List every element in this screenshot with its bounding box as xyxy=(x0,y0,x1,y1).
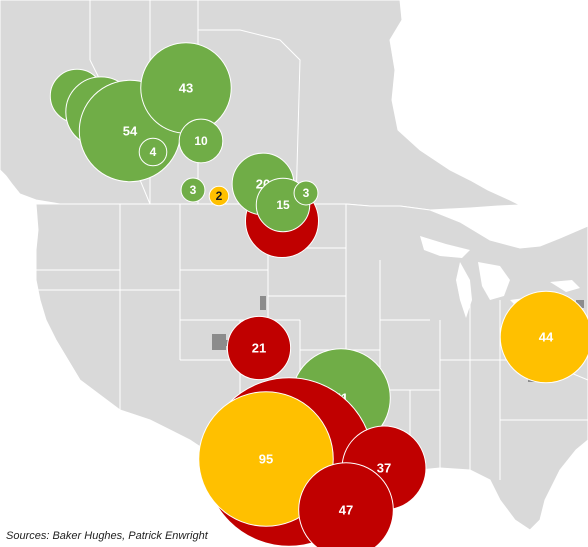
bubble-label-37: 37 xyxy=(377,461,391,476)
bubble-label-2: 2 xyxy=(216,189,223,203)
bubble-label-3: 3 xyxy=(303,186,310,200)
bubble-label-4: 4 xyxy=(150,145,157,159)
bubble-label-21: 21 xyxy=(252,341,266,356)
bubble-label-15: 15 xyxy=(276,198,290,212)
bubble-3 xyxy=(293,180,319,206)
bubble-2 xyxy=(208,185,230,207)
rig-count-bubbles: 152654443103228201532144511499513747 xyxy=(49,42,588,547)
bubble-10 xyxy=(178,118,224,164)
bubble-label-47: 47 xyxy=(339,503,353,518)
canada-interior-water xyxy=(400,0,588,80)
great-lakes xyxy=(420,236,580,318)
bubble-3 xyxy=(180,177,206,203)
bubble-label-44: 44 xyxy=(539,330,554,345)
source-note: Sources: Baker Hughes, Patrick Enwright xyxy=(4,530,212,542)
bubble-44 xyxy=(499,290,588,384)
bubble-47 xyxy=(298,462,394,547)
bubble-4 xyxy=(138,137,168,167)
bubble-21 xyxy=(226,315,292,381)
bubble-label-3: 3 xyxy=(190,183,197,197)
bubble-label-54: 54 xyxy=(123,124,138,139)
bubble-label-95: 95 xyxy=(259,452,273,467)
bubble-95 xyxy=(198,391,334,527)
bubble-label-10: 10 xyxy=(194,134,208,148)
bubble-label-43: 43 xyxy=(179,81,193,96)
